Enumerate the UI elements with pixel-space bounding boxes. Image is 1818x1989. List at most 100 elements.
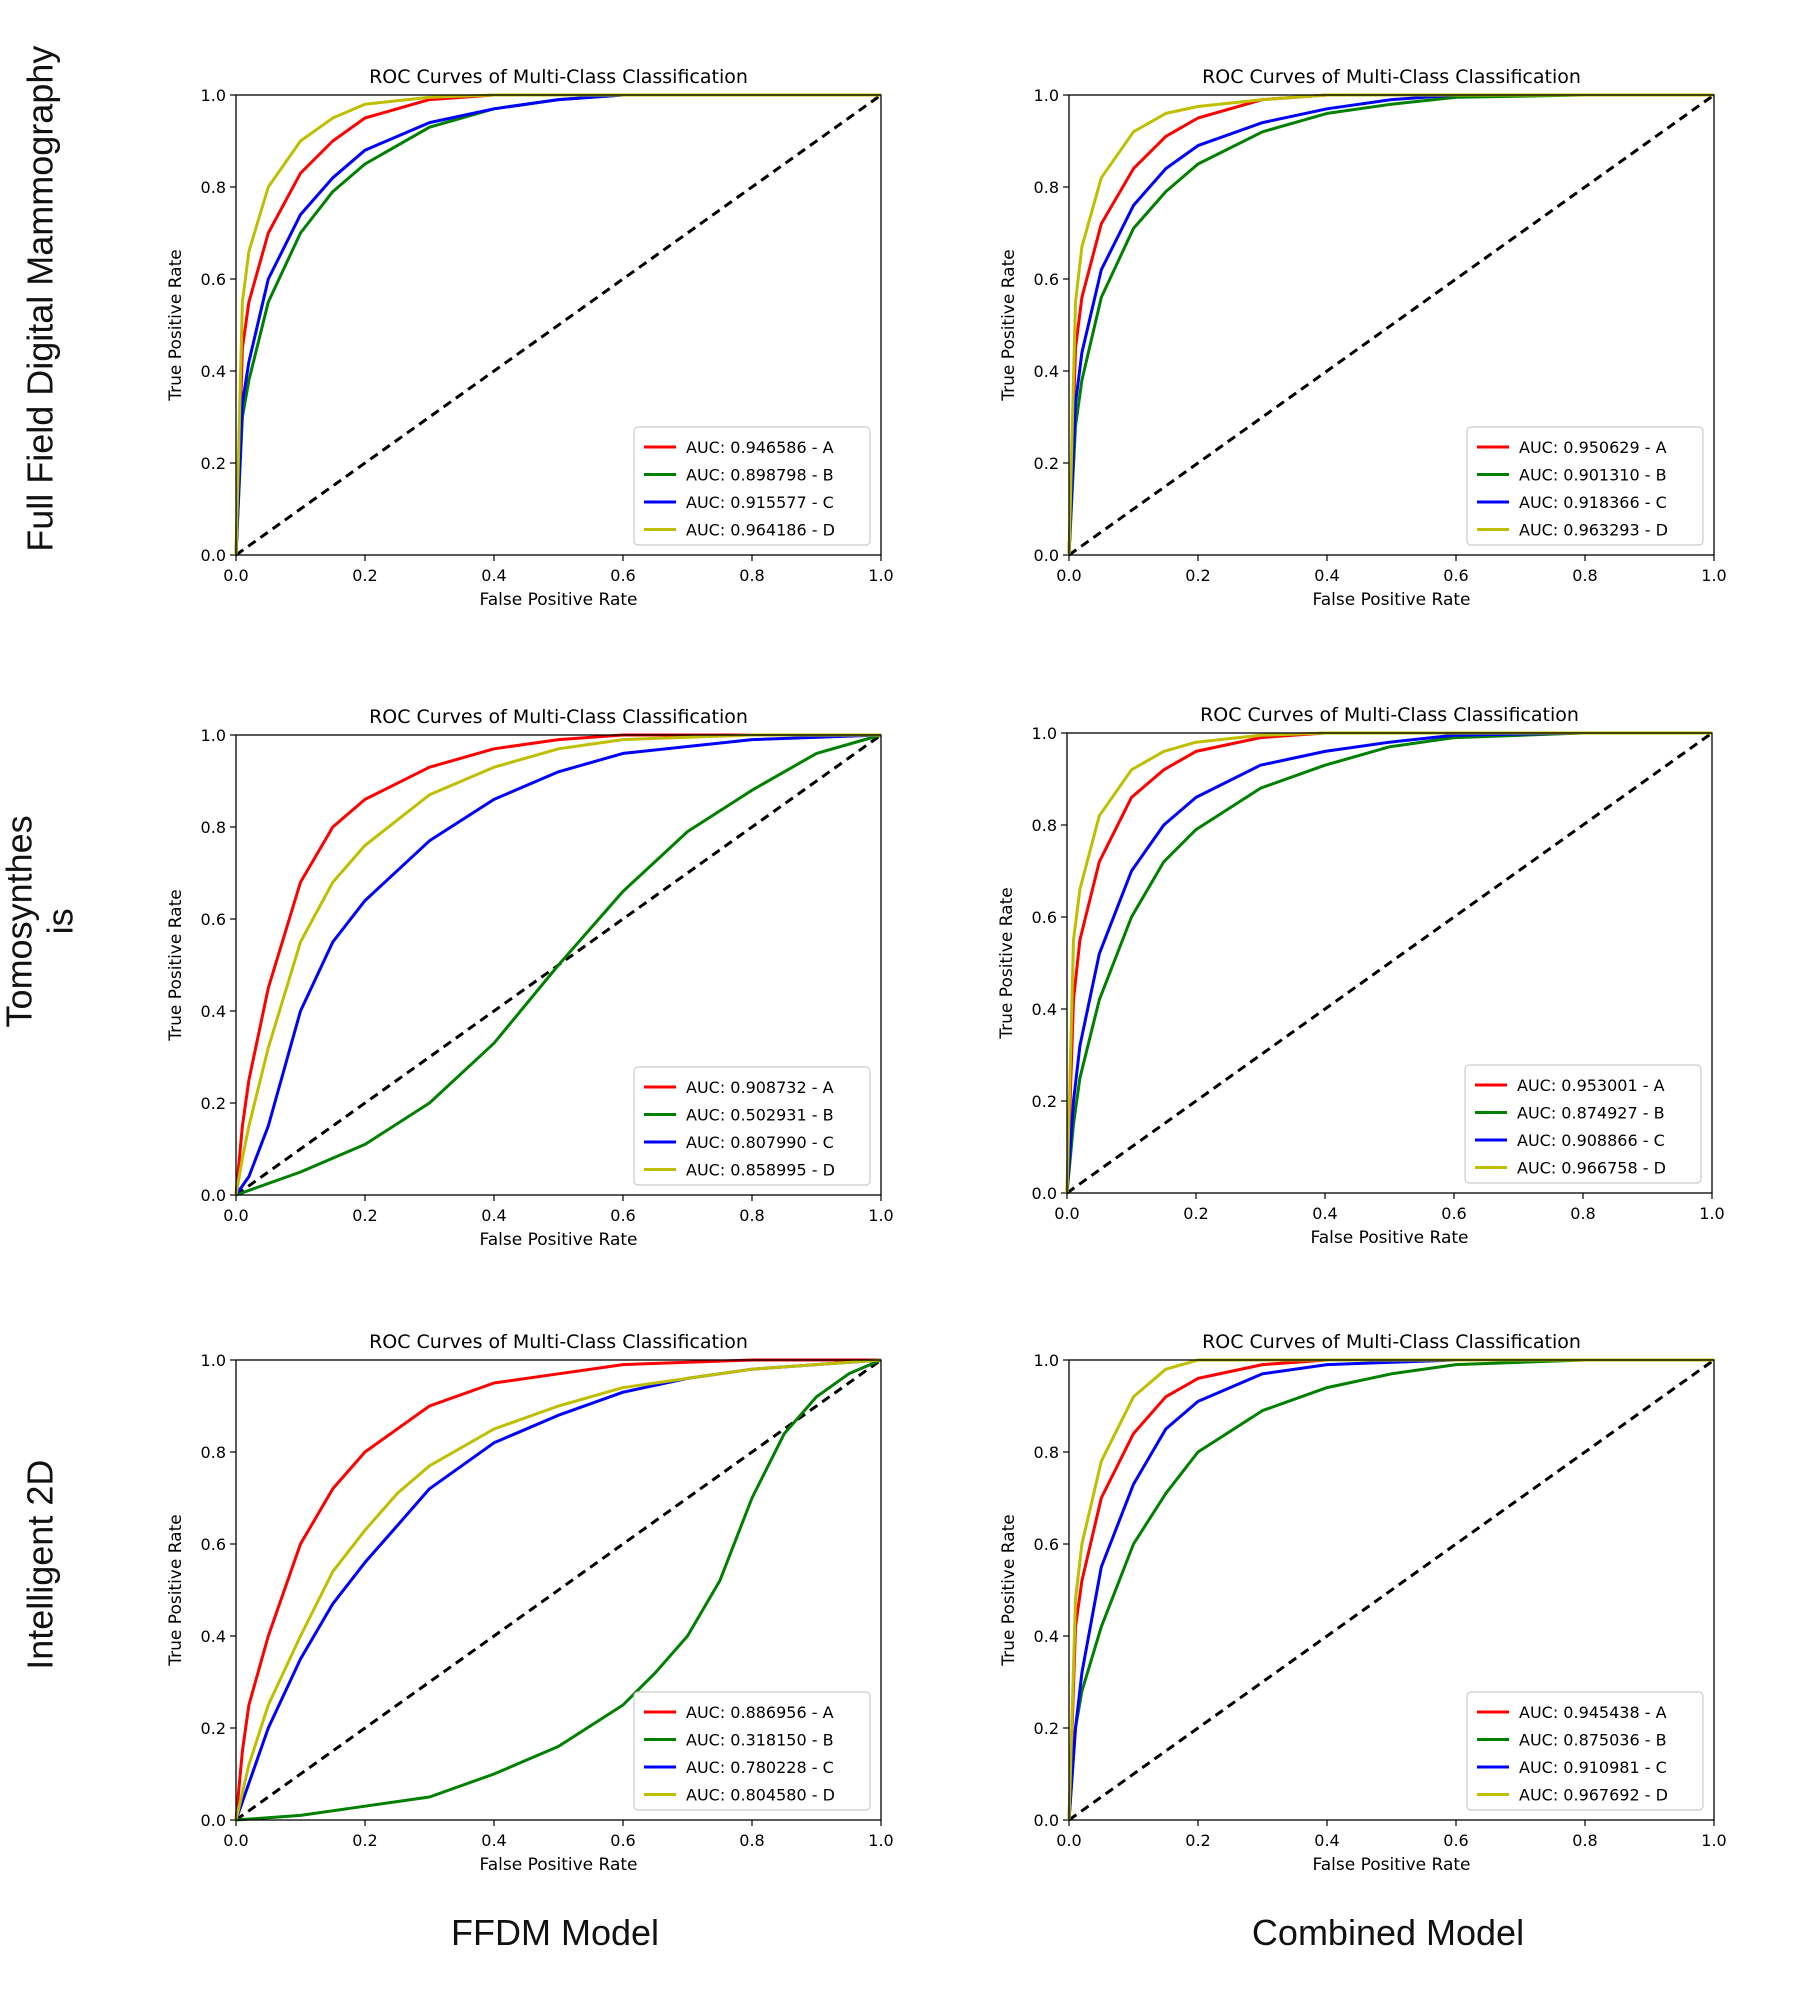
roc-curve-b — [235, 733, 882, 1197]
y-tick-label: 0.4 — [201, 1002, 226, 1021]
y-tick-label: 0.4 — [1034, 362, 1059, 381]
y-tick-label: 0.8 — [201, 1443, 226, 1462]
y-tick-label: 0.8 — [201, 818, 226, 837]
x-tick-label: 0.6 — [1443, 566, 1468, 585]
y-tick-label: 0.6 — [1034, 270, 1059, 289]
chart-title: ROC Curves of Multi-Class Classification — [1200, 704, 1579, 726]
x-tick-label: 0.6 — [610, 1831, 635, 1850]
chart-title: ROC Curves of Multi-Class Classification — [369, 66, 748, 88]
legend-entry-a: AUC: 0.945438 - A — [1519, 1703, 1667, 1722]
roc-panel-1: ROC Curves of Multi-Class Classification… — [166, 66, 894, 610]
x-tick-label: 0.4 — [481, 1831, 506, 1850]
roc-curve-d — [234, 1358, 882, 1821]
roc-panel-5: ROC Curves of Multi-Class Classification… — [166, 1331, 894, 1875]
legend-entry-a: AUC: 0.950629 - A — [1519, 438, 1667, 457]
y-tick-label: 0.0 — [1032, 1184, 1057, 1203]
y-tick-label: 1.0 — [201, 86, 226, 105]
legend-entry-d: AUC: 0.963293 - D — [1519, 521, 1668, 540]
y-tick-label: 0.8 — [1032, 816, 1057, 835]
roc-curve-b — [1067, 1358, 1714, 1821]
plot-frame — [1068, 94, 1715, 556]
y-tick-label: 0.0 — [201, 546, 226, 565]
y-tick-label: 1.0 — [201, 1351, 226, 1370]
y-tick-label: 0.8 — [1034, 178, 1059, 197]
roc-curve-c — [1065, 731, 1712, 1194]
y-tick-label: 0.6 — [201, 1535, 226, 1554]
chart-title: ROC Curves of Multi-Class Classification — [1202, 1331, 1581, 1353]
y-tick-label: 0.2 — [201, 454, 226, 473]
y-tick-label: 0.0 — [1034, 1811, 1059, 1830]
y-tick-label: 1.0 — [1032, 724, 1057, 743]
y-tick-label: 0.2 — [1034, 1719, 1059, 1738]
x-tick-label: 0.0 — [223, 1831, 248, 1850]
legend-box — [633, 426, 871, 546]
x-axis-label: False Positive Rate — [1313, 1855, 1471, 1875]
x-tick-label: 0.2 — [352, 1831, 377, 1850]
y-axis-label: True Positive Rate — [166, 889, 186, 1041]
legend-entry-b: AUC: 0.318150 - B — [686, 1731, 834, 1750]
y-axis-label: True Positive Rate — [997, 887, 1017, 1039]
chart-title: ROC Curves of Multi-Class Classification — [1202, 66, 1581, 88]
legend-box — [633, 1066, 871, 1186]
y-tick-label: 0.8 — [201, 178, 226, 197]
y-tick-label: 0.2 — [201, 1719, 226, 1738]
y-tick-label: 0.4 — [1034, 1627, 1059, 1646]
x-tick-label: 0.2 — [352, 1206, 377, 1225]
x-tick-label: 0.8 — [1572, 566, 1597, 585]
legend-entry-c: AUC: 0.908866 - C — [1517, 1131, 1665, 1150]
legend-entry-d: AUC: 0.967692 - D — [1519, 1786, 1668, 1805]
x-tick-label: 0.6 — [610, 1206, 635, 1225]
row-label-tomosynthesis: Tomosynthes is — [0, 801, 81, 1041]
row-label-intelligent-2d: Intelligent 2D — [19, 1459, 61, 1670]
row-label-ffdm: Full Field Digital Mammography — [19, 45, 61, 552]
y-tick-label: 0.4 — [201, 1627, 226, 1646]
roc-curve-d — [234, 93, 881, 556]
y-tick-label: 1.0 — [1034, 86, 1059, 105]
x-tick-label: 1.0 — [1699, 1204, 1724, 1223]
legend-entry-b: AUC: 0.874927 - B — [1517, 1104, 1665, 1123]
y-tick-label: 0.0 — [1034, 546, 1059, 565]
x-tick-label: 1.0 — [868, 1831, 893, 1850]
roc-curve-d — [1065, 731, 1712, 1194]
roc-curve-a — [234, 733, 881, 1196]
y-tick-label: 0.4 — [201, 362, 226, 381]
row-label-tomosynthesis-text: Tomosynthes is — [0, 815, 81, 1028]
legend: AUC: 0.953001 - A AUC: 0.874927 - B AUC: 0… — [1464, 1064, 1702, 1184]
plot-frame — [235, 1359, 882, 1821]
x-tick-label: 1.0 — [868, 566, 893, 585]
plot-frame — [1066, 732, 1713, 1194]
chart-title: ROC Curves of Multi-Class Classification — [369, 1331, 748, 1353]
x-tick-label: 0.8 — [1570, 1204, 1595, 1223]
x-tick-label: 0.8 — [739, 1831, 764, 1850]
legend-entry-a: AUC: 0.908732 - A — [686, 1078, 834, 1097]
x-tick-label: 0.0 — [223, 566, 248, 585]
legend-entry-d: AUC: 0.858995 - D — [686, 1161, 835, 1180]
roc-curve-d — [1067, 93, 1714, 556]
legend-entry-d: AUC: 0.804580 - D — [686, 1786, 835, 1805]
legend: AUC: 0.908732 - A AUC: 0.502931 - B AUC: 0… — [633, 1066, 871, 1186]
legend-entry-b: AUC: 0.901310 - B — [1519, 466, 1667, 485]
roc-curve-a — [234, 1358, 881, 1821]
x-tick-label: 0.0 — [1056, 1831, 1081, 1850]
y-tick-label: 0.2 — [1034, 454, 1059, 473]
col-label-ffdm-model: FFDM Model — [450, 1912, 660, 1953]
x-tick-label: 0.2 — [1183, 1204, 1208, 1223]
y-tick-label: 0.6 — [1032, 908, 1057, 927]
legend-entry-c: AUC: 0.918366 - C — [1519, 493, 1667, 512]
x-tick-label: 0.4 — [481, 1206, 506, 1225]
x-tick-label: 0.2 — [1185, 566, 1210, 585]
legend-box — [1466, 1691, 1704, 1811]
y-tick-label: 0.6 — [201, 910, 226, 929]
chance-diagonal-line — [1066, 731, 1713, 1195]
legend-entry-c: AUC: 0.807990 - C — [686, 1133, 834, 1152]
x-tick-label: 0.8 — [1572, 1831, 1597, 1850]
y-tick-label: 0.2 — [1032, 1092, 1057, 1111]
chance-diagonal-line — [235, 93, 882, 557]
legend-entry-b: AUC: 0.898798 - B — [686, 466, 834, 485]
y-tick-label: 0.6 — [201, 270, 226, 289]
legend-entry-b: AUC: 0.875036 - B — [1519, 1731, 1667, 1750]
x-tick-label: 0.4 — [481, 566, 506, 585]
roc-curve-c — [234, 733, 882, 1196]
legend-box — [1464, 1064, 1702, 1184]
x-tick-label: 1.0 — [868, 1206, 893, 1225]
